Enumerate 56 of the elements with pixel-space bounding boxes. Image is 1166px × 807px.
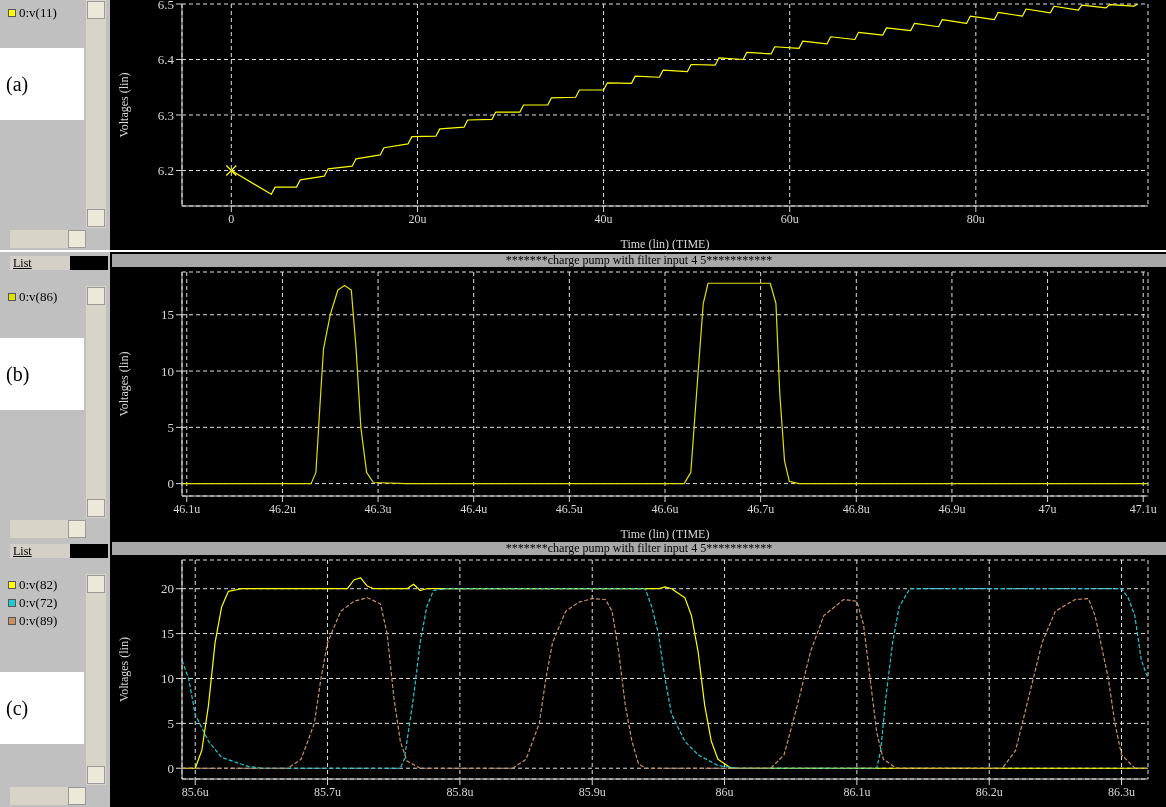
x-tick-label: 46.2u: [268, 501, 296, 516]
x-axis-title: Time (lin) (TIME): [620, 527, 710, 541]
y-tick-label: 0: [167, 476, 174, 492]
line-series: [182, 282, 1148, 485]
x-axis-title: Time (lin) (TIME): [620, 237, 710, 251]
text: (c): [0, 672, 84, 744]
y-tick-label: 15: [161, 626, 174, 642]
y-axis-title: Voltages (lin): [117, 351, 132, 417]
chart-title: *******charge pump with filter input 4 5***********: [112, 253, 1166, 267]
y-tick-label: 6.5: [157, 0, 174, 12]
legend-label: 0:v(89): [19, 613, 58, 629]
text: List: [10, 544, 71, 558]
text: (b): [0, 338, 84, 410]
legend-label: 0:v(72): [19, 595, 58, 611]
legend-label: 0:v(11): [19, 5, 57, 21]
y-tick-label: 0: [167, 760, 174, 776]
y-tick-label: 6.4: [157, 52, 175, 68]
x-tick-label: 46.8u: [842, 501, 870, 516]
x-tick-label: 0: [228, 211, 235, 226]
legend-label: 0:v(82): [19, 577, 58, 593]
x-tick-label: 46.6u: [651, 501, 679, 516]
y-tick-label: 15: [161, 307, 174, 323]
legend-label: 0:v(86): [19, 289, 58, 305]
x-tick-label: 85.8u: [446, 784, 474, 799]
y-tick-label: 6.2: [157, 163, 174, 179]
x-tick-label: 85.7u: [314, 784, 342, 799]
x-tick-label: 40u: [594, 211, 613, 226]
x-tick-label: 46.9u: [938, 501, 966, 516]
x-tick-label: 85.6u: [181, 784, 209, 799]
x-tick-label: 46.3u: [364, 501, 392, 516]
x-tick-label: 20u: [408, 211, 427, 226]
chart-title: *******charge pump with filter input 4 5***********: [112, 541, 1166, 555]
line-series: [230, 4, 1139, 195]
y-axis-title: Voltages (lin): [117, 637, 132, 702]
x-tick-label: 60u: [780, 211, 799, 226]
y-axis-title: Voltages (lin): [117, 72, 132, 138]
y-tick-label: 5: [167, 715, 174, 731]
text: List: [10, 256, 71, 270]
x-tick-label: 46.5u: [555, 501, 583, 516]
x-tick-label: 86.3u: [1108, 784, 1136, 799]
x-tick-label: 46.1u: [173, 501, 201, 516]
x-tick-label: 46.4u: [460, 501, 488, 516]
y-tick-label: 20: [161, 581, 174, 597]
y-tick-label: 10: [161, 671, 174, 687]
y-tick-label: 10: [161, 363, 174, 379]
text: (a): [0, 48, 84, 120]
x-tick-label: 47u: [1038, 501, 1057, 516]
x-tick-label: 80u: [966, 211, 985, 226]
x-tick-label: 85.9u: [578, 784, 606, 799]
x-tick-label: 86.1u: [843, 784, 871, 799]
y-tick-label: 5: [167, 419, 174, 435]
x-tick-label: 46.7u: [747, 501, 775, 516]
x-tick-label: 86u: [715, 784, 734, 799]
x-tick-label: 86.2u: [975, 784, 1003, 799]
y-tick-label: 6.3: [157, 107, 174, 123]
x-tick-label: 47.1u: [1129, 501, 1157, 516]
